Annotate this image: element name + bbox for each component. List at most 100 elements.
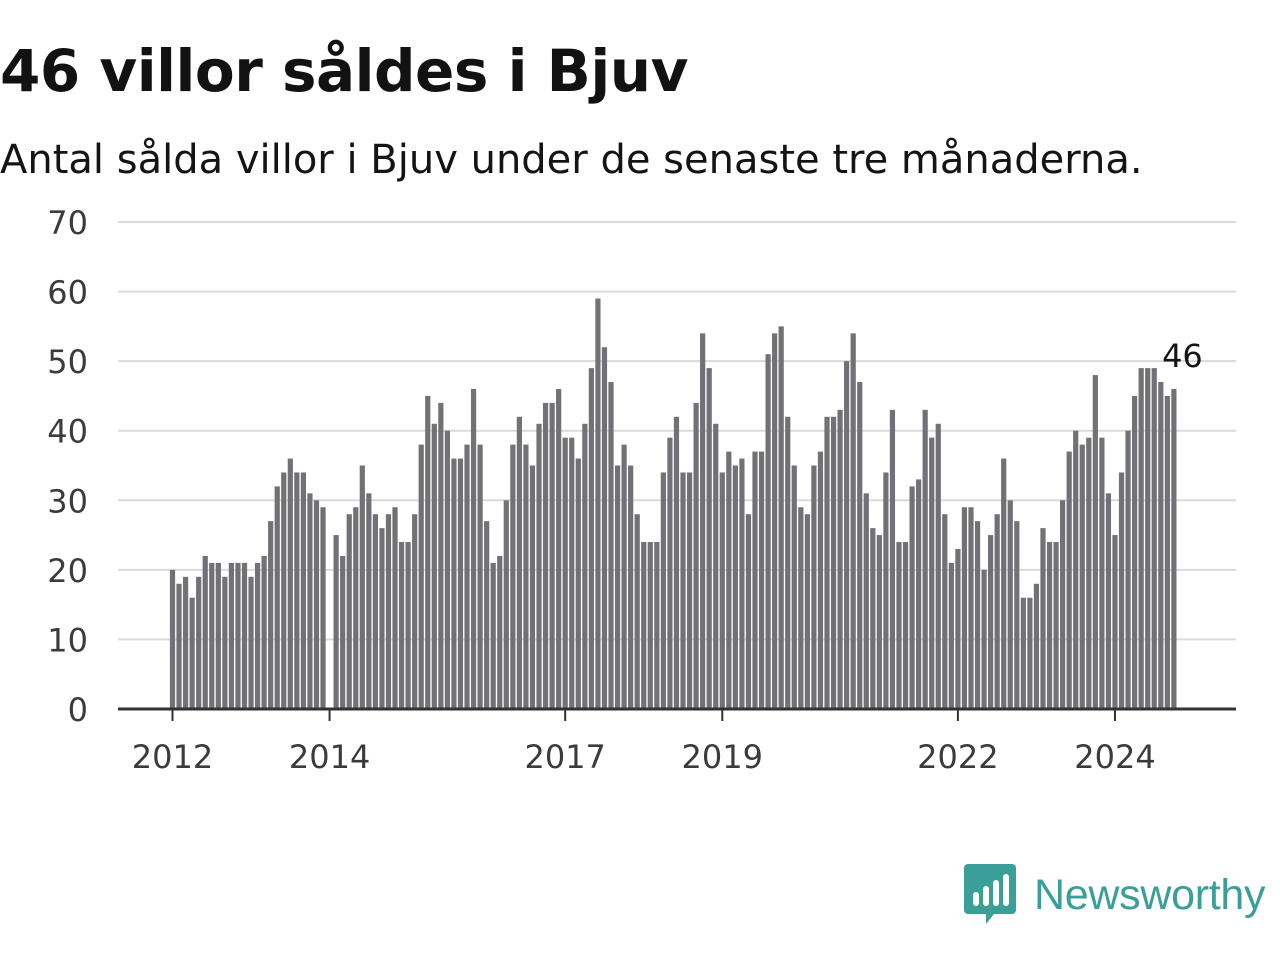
bar <box>654 542 660 709</box>
bar <box>673 416 680 709</box>
bar <box>569 437 575 709</box>
bar <box>418 444 424 709</box>
y-tick-label: 40 <box>47 413 88 451</box>
bar <box>726 451 732 709</box>
bar <box>274 486 280 709</box>
bar <box>634 514 640 709</box>
bar <box>300 472 306 709</box>
bar <box>988 535 994 709</box>
bar <box>1060 500 1066 709</box>
bar <box>1086 437 1092 709</box>
bar <box>444 430 450 709</box>
bar <box>778 326 784 709</box>
bar <box>981 569 987 709</box>
bar <box>948 562 954 709</box>
bar <box>412 514 418 709</box>
bar <box>876 535 882 709</box>
y-tick-label: 70 <box>47 204 88 242</box>
bar <box>798 507 804 709</box>
x-tick-label: 2017 <box>524 738 605 776</box>
bar <box>1145 368 1151 709</box>
bar <box>844 361 850 709</box>
x-tick-label: 2019 <box>682 738 763 776</box>
bar <box>889 409 896 709</box>
bar <box>968 507 974 709</box>
bar <box>510 444 516 709</box>
chart-title: 46 villor såldes i Bjuv <box>0 37 688 105</box>
bar <box>222 576 228 709</box>
bar <box>922 409 928 709</box>
bar <box>294 472 300 709</box>
bar <box>431 423 437 709</box>
bar <box>1112 535 1118 709</box>
bar <box>1151 368 1157 709</box>
x-tick-label: 2022 <box>917 738 998 776</box>
bar <box>935 423 941 709</box>
bar <box>1014 521 1020 709</box>
x-tick-label: 2012 <box>132 738 213 776</box>
bar <box>281 472 287 709</box>
bar <box>1066 451 1072 709</box>
bar <box>1007 500 1013 709</box>
bar <box>490 562 496 709</box>
bar <box>189 597 195 709</box>
bar <box>359 465 365 709</box>
bar <box>542 402 549 709</box>
bar <box>772 333 778 709</box>
bar <box>556 388 562 709</box>
newsworthy-logo-text: Newsworthy <box>1034 870 1266 919</box>
bar <box>405 542 411 709</box>
bar <box>1027 597 1033 709</box>
bar <box>601 347 608 709</box>
bar <box>202 555 208 709</box>
annotations: 46 <box>1162 337 1203 375</box>
y-tick-label: 50 <box>47 343 88 381</box>
newsworthy-logo: Newsworthy <box>964 864 1265 926</box>
bar <box>614 465 621 709</box>
bar <box>307 493 313 709</box>
bar <box>228 562 235 709</box>
bar <box>1125 430 1131 709</box>
bar <box>196 576 202 709</box>
bar <box>1020 597 1026 709</box>
bar <box>261 555 267 709</box>
x-tick-label: 2024 <box>1074 738 1155 776</box>
bar <box>785 416 791 709</box>
bar <box>837 409 843 709</box>
bar <box>857 382 863 709</box>
bar <box>974 521 981 709</box>
bar <box>1171 388 1177 709</box>
bar <box>824 416 830 709</box>
bar <box>667 437 673 709</box>
bar <box>628 465 634 709</box>
bar <box>182 576 189 709</box>
bar <box>693 402 699 709</box>
bar <box>621 444 627 709</box>
bar <box>398 542 405 709</box>
bar <box>1105 493 1112 709</box>
bar <box>916 479 922 709</box>
x-axis: 2012 2014 2017 2019 2022 2024 <box>118 707 1236 776</box>
bar <box>523 444 529 709</box>
bar <box>752 451 758 709</box>
bar <box>385 514 392 709</box>
bar <box>575 458 581 709</box>
bar <box>660 472 666 709</box>
bar <box>758 451 765 709</box>
bar <box>1099 437 1105 709</box>
bar <box>745 514 752 709</box>
bar <box>372 514 378 709</box>
bar <box>1079 444 1085 709</box>
bar <box>850 333 856 709</box>
bar <box>686 472 693 709</box>
bar <box>209 562 215 709</box>
bar <box>942 514 948 709</box>
bar <box>791 465 797 709</box>
bar <box>516 416 522 709</box>
bar <box>1132 395 1138 709</box>
bar <box>392 507 398 709</box>
bar <box>588 368 594 709</box>
bar <box>811 465 817 709</box>
bar <box>896 542 902 709</box>
bar <box>379 528 385 709</box>
